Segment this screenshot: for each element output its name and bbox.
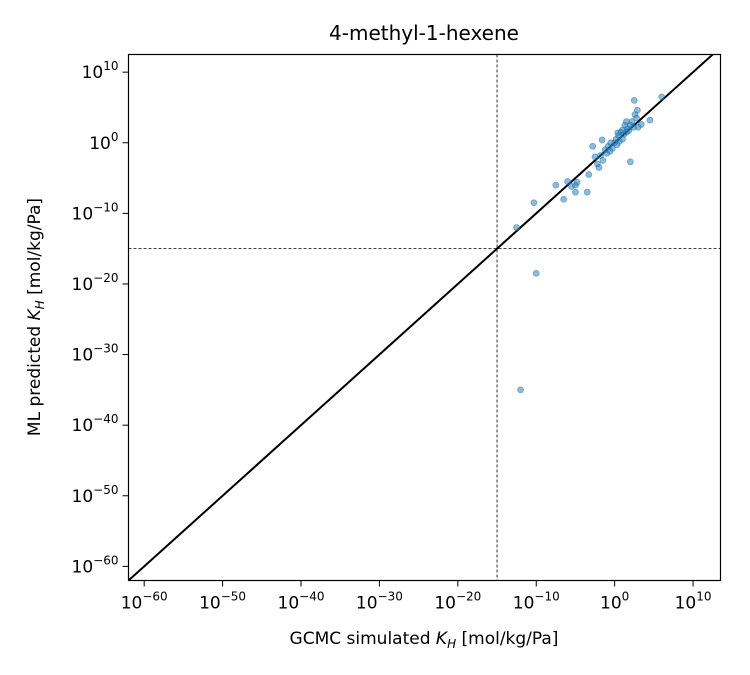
data-point [552, 181, 560, 189]
data-point [572, 188, 579, 196]
data-point [573, 178, 581, 186]
data-point [530, 199, 538, 207]
data-point [637, 120, 645, 128]
data-point [599, 157, 607, 164]
y-axis-ticks: 10−60 10−50 10−40 10−30 10−20 10−10 100 1010 [72, 59, 129, 577]
x-axis-ticks: 10−60 10−50 10−40 10−30 10−20 10−10 100 1010 [121, 580, 712, 614]
x-tick-label: 10−50 [199, 590, 246, 614]
data-point [595, 164, 603, 171]
plot-frame [127, 53, 722, 582]
y-tick-label: 100 [89, 130, 118, 154]
y-tick-label: 10−30 [72, 342, 119, 366]
data-point [591, 153, 599, 161]
data-point [646, 116, 654, 124]
data-point [564, 178, 571, 185]
y-tick-label: 10−50 [72, 483, 119, 507]
plot-area [128, 54, 721, 581]
data-point [626, 158, 634, 166]
x-tick-label: 10−40 [278, 590, 325, 614]
y-tick-label: 10−10 [72, 200, 119, 224]
data-point [614, 129, 622, 137]
x-tick-label: 1010 [675, 590, 712, 614]
data-point [583, 188, 591, 196]
data-point [658, 93, 666, 101]
x-axis-label: GCMC simulated KH [mol/kg/Pa] [290, 629, 559, 651]
y-tick-label: 10−60 [72, 553, 119, 577]
data-point [517, 386, 524, 394]
x-tick-label: 10−30 [356, 590, 403, 614]
parity-line [128, 54, 715, 581]
y-tick-label: 10−20 [72, 271, 119, 295]
data-point [589, 142, 597, 150]
data-point [560, 195, 568, 203]
chart-title: 4-methyl-1-hexene [329, 21, 519, 45]
y-axis-label: ML predicted KH [mol/kg/Pa] [25, 198, 47, 436]
data-point [633, 106, 641, 114]
data-point [585, 171, 593, 178]
data-point [608, 145, 616, 152]
x-tick-label: 10−10 [513, 590, 560, 614]
y-tick-label: 1010 [82, 59, 119, 83]
data-point [532, 269, 540, 277]
x-tick-label: 100 [600, 590, 629, 614]
data-point [598, 136, 606, 144]
x-tick-label: 10−60 [121, 590, 168, 614]
data-point [633, 114, 641, 122]
y-tick-label: 10−40 [72, 412, 119, 436]
data-point [513, 224, 521, 231]
data-point [630, 96, 638, 104]
x-tick-label: 10−20 [434, 590, 481, 614]
